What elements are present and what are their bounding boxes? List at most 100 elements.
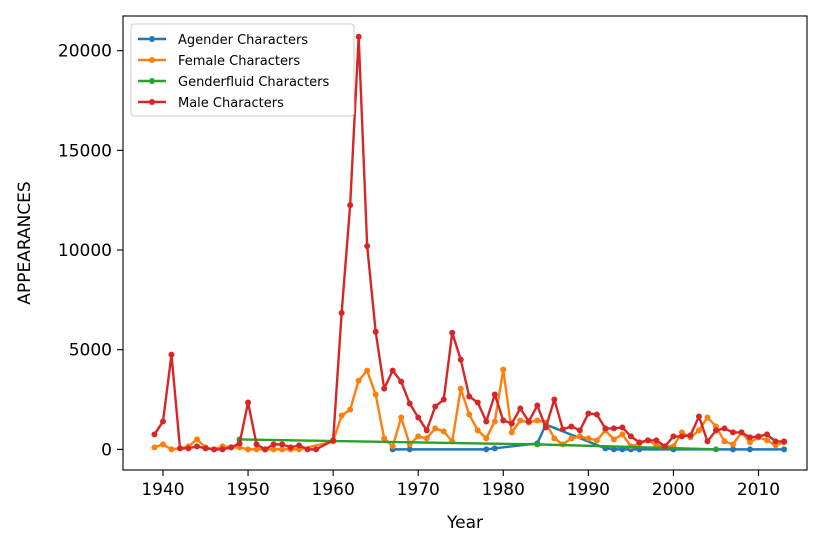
data-point: [500, 417, 507, 424]
data-point: [712, 446, 719, 453]
data-point: [194, 436, 201, 443]
data-point: [534, 402, 541, 409]
legend-label: Male Characters: [178, 96, 284, 111]
data-point: [585, 410, 592, 417]
x-tick-label: 1950: [226, 480, 269, 500]
data-point: [415, 433, 422, 440]
y-tick-label: 5000: [69, 341, 112, 361]
series-3: [151, 33, 788, 453]
data-point: [483, 446, 490, 453]
x-tick-label: 2010: [737, 480, 780, 500]
data-point: [729, 429, 736, 436]
data-point: [381, 435, 388, 442]
data-point: [534, 441, 541, 448]
data-point: [423, 435, 430, 442]
x-tick-label: 2000: [652, 480, 695, 500]
data-point: [406, 400, 413, 407]
data-point: [168, 351, 175, 358]
data-point: [661, 443, 668, 450]
data-point: [398, 378, 405, 385]
data-point: [364, 367, 371, 374]
legend: Agender Characters Female Characters Gende…: [130, 23, 355, 117]
data-point: [253, 446, 260, 453]
data-point: [747, 446, 753, 453]
data-point: [330, 437, 337, 444]
data-point: [440, 396, 447, 403]
data-point: [525, 418, 532, 425]
x-tick-label: 1970: [397, 480, 440, 500]
data-point: [627, 433, 634, 440]
data-point: [457, 356, 464, 363]
data-point: [678, 433, 685, 440]
data-point: [508, 429, 515, 436]
data-point: [466, 411, 473, 418]
data-point: [491, 445, 498, 452]
data-point: [398, 414, 405, 421]
data-point: [389, 367, 396, 374]
data-point: [151, 431, 158, 438]
data-point: [279, 441, 286, 448]
data-point: [551, 435, 558, 442]
data-point: [423, 427, 430, 434]
data-point: [619, 431, 626, 438]
data-point: [585, 435, 592, 442]
data-point: [415, 414, 422, 421]
legend-entry: Male Characters: [138, 96, 284, 111]
data-point: [610, 446, 617, 453]
data-point: [619, 424, 626, 431]
data-point: [517, 417, 524, 424]
legend-label: Genderfluid Characters: [178, 75, 330, 90]
data-point: [517, 405, 524, 412]
data-point: [491, 418, 498, 425]
data-point: [704, 438, 711, 445]
data-point: [228, 444, 235, 451]
data-point: [287, 444, 294, 451]
legend-marker: [149, 57, 155, 63]
data-point: [593, 411, 600, 418]
data-point: [483, 435, 490, 442]
data-point: [347, 406, 354, 413]
data-point: [764, 437, 771, 444]
data-point: [440, 428, 447, 435]
y-axis-title: APPEARANCES: [15, 181, 35, 304]
data-point: [747, 434, 753, 441]
legend-label: Agender Characters: [178, 33, 308, 48]
data-point: [551, 396, 558, 403]
data-point: [542, 424, 549, 431]
data-point: [474, 399, 481, 406]
data-point: [695, 413, 702, 420]
data-point: [449, 329, 456, 336]
data-point: [747, 439, 753, 446]
data-point: [670, 433, 677, 440]
data-point: [270, 446, 277, 453]
data-point: [653, 437, 660, 444]
data-point: [491, 391, 498, 398]
data-point: [177, 445, 183, 452]
data-point: [534, 417, 541, 424]
data-point: [712, 427, 719, 434]
data-point: [602, 425, 609, 432]
y-tick-label: 10000: [58, 241, 112, 261]
data-point: [695, 427, 702, 434]
data-point: [721, 438, 728, 445]
data-point: [576, 433, 583, 440]
data-point: [338, 309, 345, 316]
data-point: [253, 441, 260, 448]
x-axis-title: Year: [446, 513, 483, 533]
data-point: [457, 385, 464, 392]
data-point: [245, 399, 252, 406]
data-point: [781, 438, 788, 445]
data-point: [755, 433, 762, 440]
x-tick-label: 1990: [567, 480, 610, 500]
data-point: [372, 328, 379, 335]
data-point: [245, 446, 252, 453]
legend-entry: Female Characters: [138, 54, 300, 69]
data-point: [270, 441, 277, 448]
data-point: [559, 426, 566, 433]
data-point: [194, 443, 201, 450]
legend-box: [130, 23, 355, 117]
data-point: [610, 436, 617, 443]
data-point: [568, 435, 575, 442]
data-point: [636, 439, 643, 446]
